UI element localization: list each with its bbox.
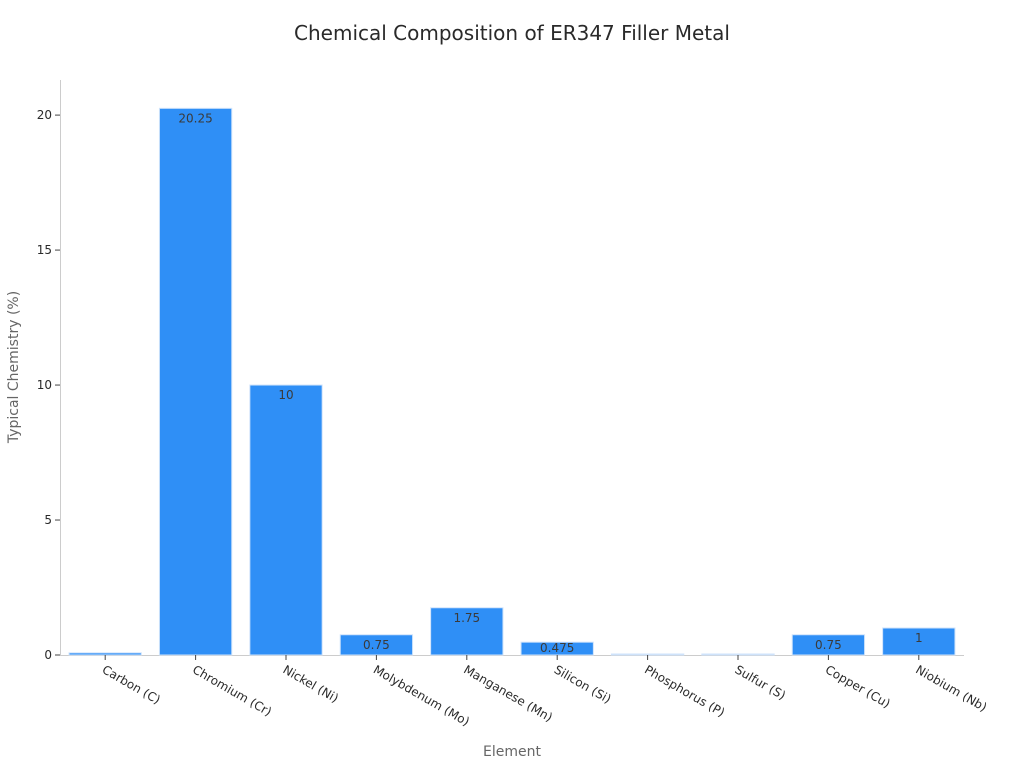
x-axis-ticks: Carbon (C) Chromium (Cr) Nickel (Ni) Molybd… [100,655,989,729]
bar [701,653,775,656]
x-tick-label: Silicon (Si) [552,662,614,706]
data-label: 0.75 [363,638,390,652]
data-label: 1.75 [453,611,480,625]
y-tick-label: 5 [44,513,52,527]
y-tick-label: 10 [37,378,52,392]
x-tick-label: Chromium (Cr) [190,662,274,719]
y-tick-label: 0 [44,648,52,662]
x-tick-label: Manganese (Mn) [461,662,555,724]
y-tick-label: 20 [37,108,52,122]
bar [68,652,142,656]
y-tick-label: 15 [37,243,52,257]
x-tick-label: Sulfur (S) [733,662,789,702]
x-tick-label: Copper (Cu) [823,662,893,710]
data-label: 1 [915,631,923,645]
x-tick-label: Phosphorus (P) [642,662,727,719]
y-axis-ticks: 0 5 10 15 20 [37,108,60,662]
bar [249,384,323,656]
data-label: 20.25 [178,111,212,125]
data-label: 0.475 [540,641,574,655]
x-axis-title: Element [483,744,541,760]
data-labels-group: 20.25 10 0.75 1.75 0.475 0.75 1 [178,111,922,655]
data-label: 0.75 [815,638,842,652]
y-axis-title: Typical Chemistry (%) [6,291,22,444]
x-tick-label: Molybdenum (Mo) [371,662,472,728]
bar [158,107,233,656]
x-tick-label: Carbon (C) [100,662,163,707]
bars-group [68,107,956,656]
bar [610,653,685,656]
x-tick-label: Niobium (Nb) [913,662,989,714]
data-label: 10 [278,388,293,402]
bar [430,607,504,656]
chart-title: Chemical Composition of ER347 Filler Met… [294,21,730,45]
x-tick-label: Nickel (Ni) [281,662,341,705]
